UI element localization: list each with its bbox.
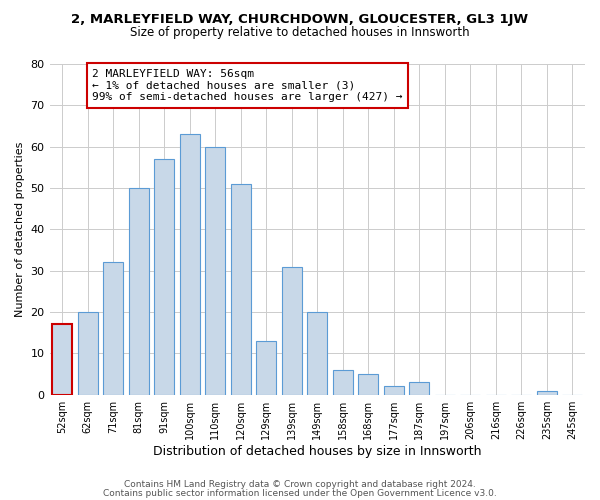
Bar xyxy=(230,184,251,394)
Bar xyxy=(536,390,557,394)
Bar xyxy=(103,262,124,394)
Text: 2, MARLEYFIELD WAY, CHURCHDOWN, GLOUCESTER, GL3 1JW: 2, MARLEYFIELD WAY, CHURCHDOWN, GLOUCEST… xyxy=(71,12,529,26)
Text: Size of property relative to detached houses in Innsworth: Size of property relative to detached ho… xyxy=(130,26,470,39)
Y-axis label: Number of detached properties: Number of detached properties xyxy=(15,142,25,317)
Bar xyxy=(281,266,302,394)
Bar xyxy=(307,312,328,394)
Text: 2 MARLEYFIELD WAY: 56sqm
← 1% of detached houses are smaller (3)
99% of semi-det: 2 MARLEYFIELD WAY: 56sqm ← 1% of detache… xyxy=(92,69,403,102)
Bar xyxy=(332,370,353,394)
Bar xyxy=(154,159,175,394)
Text: Contains HM Land Registry data © Crown copyright and database right 2024.: Contains HM Land Registry data © Crown c… xyxy=(124,480,476,489)
Bar xyxy=(205,146,226,394)
Bar xyxy=(52,324,73,394)
Text: Contains public sector information licensed under the Open Government Licence v3: Contains public sector information licen… xyxy=(103,488,497,498)
Bar xyxy=(383,386,404,394)
Bar xyxy=(77,312,98,394)
Bar xyxy=(179,134,200,394)
Bar xyxy=(256,341,277,394)
Bar xyxy=(128,188,149,394)
X-axis label: Distribution of detached houses by size in Innsworth: Distribution of detached houses by size … xyxy=(153,444,482,458)
Bar xyxy=(409,382,430,394)
Bar xyxy=(358,374,379,394)
